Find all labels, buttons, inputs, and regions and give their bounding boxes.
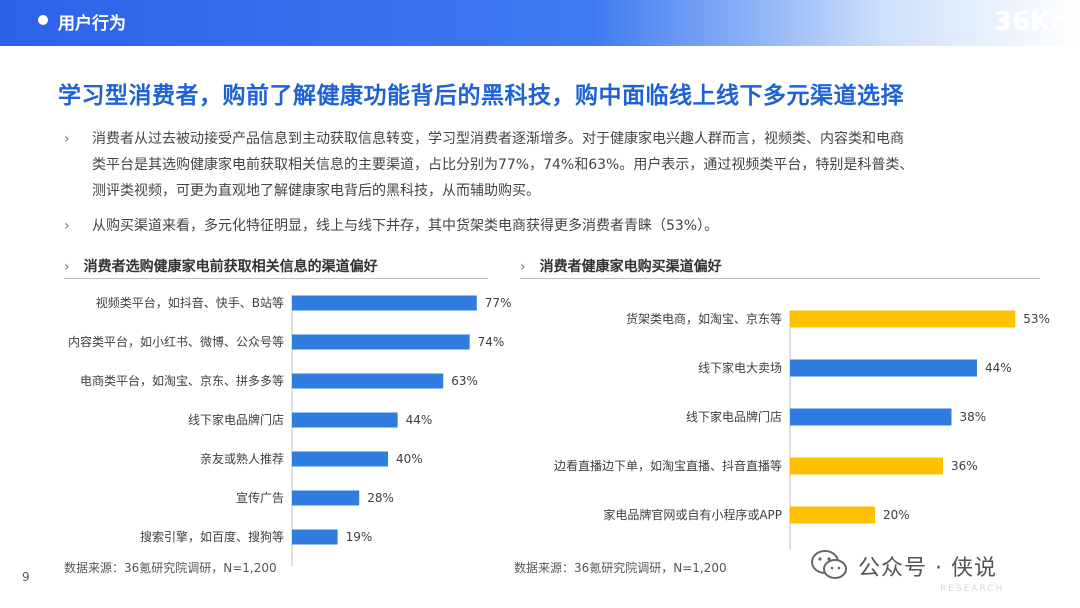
chart-2-value-label: 36% [951,459,978,473]
chart-1-bar [292,412,398,428]
page-headline: 学习型消费者，购前了解健康功能背后的黑科技，购中面临线上线下多元渠道选择 [58,83,904,109]
chart-1-value-label: 19% [346,530,373,544]
chart-2-title-rule [520,278,1040,279]
watermark-faint-text: RESEARCH [940,584,1005,594]
header-bullet-dot [38,15,48,25]
chart-1-bar [292,334,470,350]
chart-1-value-label: 40% [396,452,423,466]
chart-1-bar [292,451,388,467]
chart-1-category-label: 亲友或熟人推荐 [200,451,284,466]
chart-2-value-label: 20% [883,508,910,522]
chart-1-category-label: 内容类平台，如小红书、微博、公众号等 [68,334,284,349]
chart-1-category-label: 电商类平台，如淘宝、京东、拼多多等 [80,373,284,388]
chart-1-source: 数据来源：36氪研究院调研，N=1,200 [64,561,277,575]
chevron-right-icon: › [64,131,70,147]
chevron-right-icon: › [64,259,70,275]
chart-2-bar [790,408,952,426]
chart-1-title-rule [64,278,488,279]
wechat-icon [811,550,847,579]
chart-1-value-label: 77% [485,296,512,310]
chart-2-purchase-channels: 货架类电商，如淘宝、京东等 53% 线下家电大卖场 44% 线下家电品牌门店 38% 边看直… [554,310,1050,550]
bullet-line: 测评类视频，可更为直观地了解健康家电背后的黑科技，从而辅助购买。 [92,183,540,199]
chart-2-title-text: 消费者健康家电购买渠道偏好 [539,259,722,275]
chart-1-value-label: 63% [451,374,478,388]
bullet-line: 类平台是其选购健康家电前获取相关信息的主要渠道，占比分别为77%，74%和63%… [92,157,914,173]
chart-2-source: 数据来源：36氪研究院调研，N=1,200 [514,561,727,575]
page-number: 9 [22,570,30,584]
section-label: 用户行为 [58,14,126,34]
chart-2-bar [790,310,1016,328]
chart-1-value-label: 74% [478,335,505,349]
bullet-paragraph-1: › 消费者从过去被动接受产品信息到主动获取信息转变，学习型消费者逐渐增多。对于健… [64,126,1024,204]
chart-2-category-label: 货架类电商，如淘宝、京东等 [626,311,782,326]
chart-2-category-label: 线下家电品牌门店 [686,409,782,424]
chart-1-category-label: 线下家电品牌门店 [188,412,284,427]
chart-1-info-channels: 视频类平台，如抖音、快手、B站等 77% 内容类平台，如小红书、微博、公众号等 74%… [68,295,512,567]
chart-1-bar [292,373,444,389]
header-band [0,0,1080,46]
chart-2-category-label: 线下家电大卖场 [698,360,782,375]
bullet-line: 消费者从过去被动接受产品信息到主动获取信息转变，学习型消费者逐渐增多。对于健康家… [92,131,904,147]
chart-1-value-label: 28% [367,491,394,505]
bullet-line: 从购买渠道来看，多元化特征明显，线上与线下并存，其中货架类电商获得更多消费者青睐… [92,218,719,234]
chart-1-title: › 消费者选购健康家电前获取相关信息的渠道偏好 [64,256,378,276]
chart-2-bar [790,457,943,475]
chevron-right-icon: › [64,218,70,234]
chevron-right-icon: › [520,259,526,275]
chart-2-value-label: 44% [985,361,1012,375]
watermark-text: 公众号 · 侠说 [858,556,997,581]
chart-1-title-text: 消费者选购健康家电前获取相关信息的渠道偏好 [83,259,378,275]
chart-2-value-label: 53% [1023,312,1050,326]
chart-1-bar [292,529,338,545]
chart-1-value-label: 44% [406,413,433,427]
chart-2-title: › 消费者健康家电购买渠道偏好 [520,256,722,276]
chart-2-bar [790,506,875,524]
chart-2-category-label: 家电品牌官网或自有小程序或APP [603,507,782,522]
chart-2-value-label: 38% [960,410,987,424]
chart-2-bar [790,359,977,377]
brand-logo-icon: 36Kr [994,7,1063,37]
chart-1-bar [292,295,477,311]
chart-1-category-label: 宣传广告 [236,490,284,505]
bullet-paragraph-2: › 从购买渠道来看，多元化特征明显，线上与线下并存，其中货架类电商获得更多消费者… [64,213,1024,239]
chart-2-category-label: 边看直播边下单，如淘宝直播、抖音直播等 [554,458,782,473]
watermark: 公众号 · 侠说 RESEARCH [810,544,1070,594]
brand-logo-text: 36Kr [994,7,1063,37]
chart-1-category-label: 搜索引擎，如百度、搜狗等 [140,529,284,544]
chart-1-bar [292,490,360,506]
chart-1-category-label: 视频类平台，如抖音、快手、B站等 [96,295,284,310]
